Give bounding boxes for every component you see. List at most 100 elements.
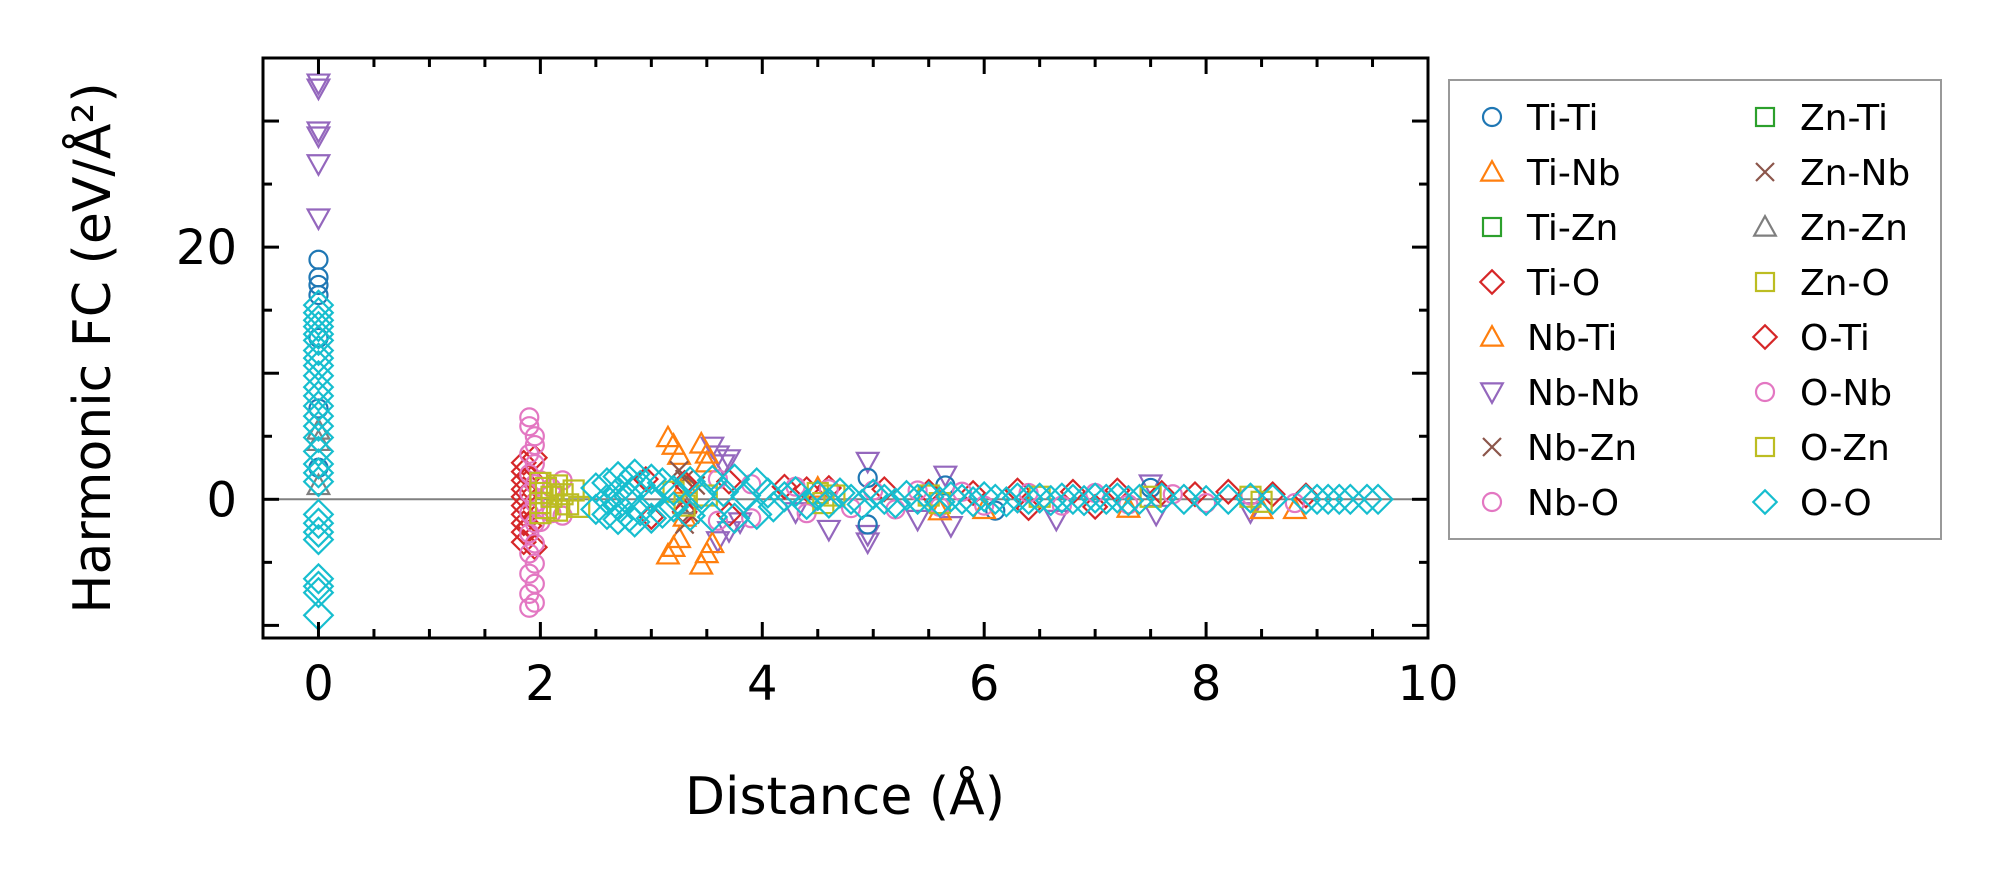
legend-item-o-ti: O-Ti (1751, 318, 1870, 359)
data-point (1012, 483, 1045, 516)
y-axis-label: Harmonic FC (eV/Å²) (61, 82, 123, 613)
data-point (1015, 494, 1042, 522)
data-point (757, 491, 790, 523)
legend-label: Nb-Ti (1527, 318, 1617, 359)
data-point (305, 208, 332, 232)
data-point (613, 464, 645, 497)
data-point (521, 444, 549, 471)
data-point (519, 523, 540, 544)
legend-label: O-Zn (1800, 428, 1890, 469)
data-point (901, 483, 934, 516)
data-point (1256, 483, 1289, 516)
data-point (1137, 474, 1164, 498)
legend-marker (1754, 106, 1776, 128)
data-point (519, 597, 540, 618)
legend-item-zn-ti: Zn-Ti (1754, 98, 1888, 139)
legend-label: Ti-Zn (1526, 208, 1618, 249)
data-point (1001, 482, 1034, 514)
data-point (1143, 504, 1169, 528)
data-point (302, 400, 335, 432)
data-point (1057, 483, 1089, 516)
data-point (302, 456, 335, 489)
data-point (890, 479, 923, 512)
legend-label: O-Nb (1800, 373, 1892, 414)
legend-item-ti-zn: Ti-Zn (1481, 208, 1618, 249)
legend-item-ti-o: Ti-O (1478, 263, 1600, 304)
data-point (968, 480, 1001, 513)
data-point (613, 480, 645, 513)
data-point (568, 495, 591, 518)
data-point (305, 121, 332, 145)
data-point (1351, 483, 1383, 516)
data-point (979, 483, 1012, 516)
legend-label: Nb-Zn (1527, 428, 1637, 469)
data-point (305, 73, 332, 97)
data-point (1168, 483, 1200, 516)
data-point (1234, 482, 1267, 514)
data-point (618, 458, 651, 490)
data-point (666, 442, 692, 465)
data-point (657, 491, 690, 523)
legend-marker (1754, 381, 1776, 403)
legend-label: Zn-O (1800, 263, 1890, 304)
legend-marker (1755, 162, 1775, 182)
data-point (302, 507, 335, 540)
data-point (524, 592, 545, 613)
x-tick-label: 2 (525, 656, 556, 712)
data-point (674, 499, 707, 532)
legend-marker (1482, 437, 1502, 457)
legend-item-nb-nb: Nb-Nb (1479, 373, 1640, 414)
data-point (1145, 482, 1178, 514)
data-point (705, 531, 731, 554)
legend-label: Ti-Nb (1526, 153, 1621, 194)
data-point (305, 126, 332, 150)
data-point (519, 416, 540, 437)
legend-marker (1481, 216, 1503, 238)
data-point (1334, 483, 1367, 516)
data-point (1212, 483, 1245, 516)
data-point (302, 349, 335, 382)
x-tick-label: 0 (303, 656, 334, 712)
data-point (1190, 484, 1222, 517)
data-point (932, 465, 959, 489)
legend-marker (1751, 488, 1779, 516)
data-point (657, 474, 690, 507)
data-point (855, 451, 881, 475)
legend-marker (1478, 268, 1506, 296)
x-tick-label: 8 (1191, 656, 1222, 712)
data-point (635, 463, 668, 495)
data-point (308, 249, 329, 270)
data-points (302, 73, 1394, 632)
data-point (302, 435, 335, 468)
legend-item-nb-zn: Nb-Zn (1482, 428, 1637, 469)
data-point (521, 533, 549, 561)
data-point (688, 551, 714, 575)
data-point (1312, 483, 1344, 516)
legend-label: Zn-Zn (1800, 208, 1908, 249)
data-point (308, 274, 329, 296)
data-point (1139, 485, 1162, 508)
data-point (524, 553, 545, 574)
data-point (302, 448, 335, 480)
data-point (1284, 492, 1305, 514)
data-point (1023, 482, 1056, 514)
y-tick-label: 20 (176, 220, 237, 276)
data-point (524, 573, 545, 594)
legend-item-nb-ti: Nb-Ti (1479, 318, 1617, 359)
data-point (1068, 484, 1100, 517)
data-point (1112, 484, 1145, 517)
legend-item-o-o: O-O (1751, 483, 1872, 524)
data-point (699, 530, 726, 554)
data-point (840, 498, 862, 519)
data-point (1195, 492, 1217, 514)
legend-label: Nb-O (1527, 483, 1619, 524)
data-point (696, 501, 729, 533)
legend-label: Zn-Nb (1800, 153, 1910, 194)
data-point (302, 334, 335, 367)
data-point (710, 454, 737, 478)
data-point (707, 510, 729, 531)
data-point (855, 524, 881, 548)
legend-label: Nb-Nb (1527, 373, 1640, 414)
data-point (302, 380, 335, 412)
data-point (308, 284, 329, 306)
